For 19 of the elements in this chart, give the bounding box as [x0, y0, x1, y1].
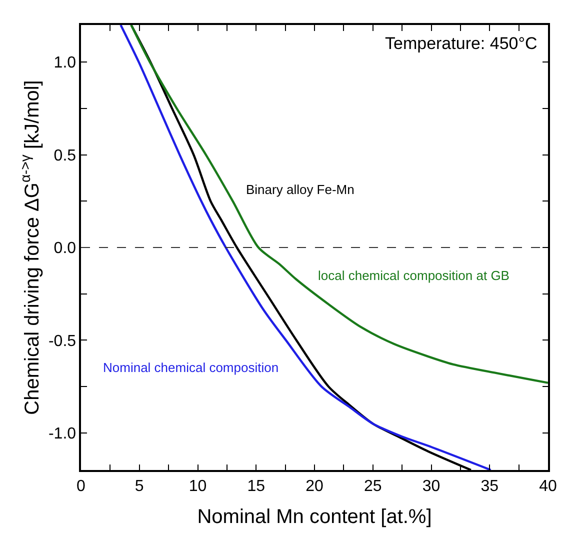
- y-tick-label: -1.0: [48, 426, 76, 443]
- x-tick-label: 25: [364, 478, 382, 495]
- x-tick-label: 0: [76, 478, 86, 495]
- x-tick-label: 15: [247, 478, 266, 495]
- y-tick-label: 0.5: [54, 147, 76, 164]
- text: Binary alloy Fe-Mn: [246, 182, 354, 197]
- series-label: local chemical composition at GB: [318, 268, 510, 283]
- x-tick-label: 35: [480, 478, 499, 495]
- y-tick-label: 1.0: [54, 54, 76, 72]
- series-label: Nominal chemical composition: [103, 360, 279, 375]
- y-tick-label: -0.5: [48, 332, 76, 350]
- x-tick-label: 5: [134, 478, 144, 495]
- x-axis-title: Nominal Mn content [at.%]: [197, 506, 432, 528]
- x-tick-label: 40: [539, 478, 557, 495]
- annotation: Temperature: 450°C: [385, 34, 538, 53]
- x-tick-label: 10: [188, 478, 207, 495]
- x-tick-label: 30: [422, 478, 440, 495]
- y-tick-label: 0.0: [54, 240, 76, 258]
- x-tick-label: 20: [306, 478, 324, 495]
